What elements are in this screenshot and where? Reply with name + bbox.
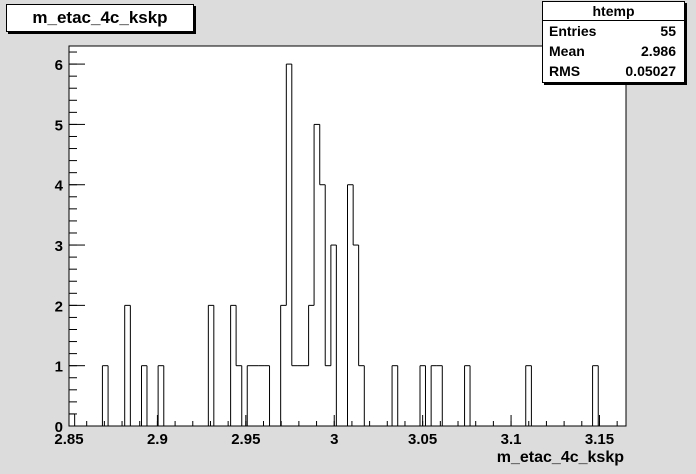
stats-key: Entries [549,23,597,39]
histogram-bars [68,63,604,427]
y-tick-label: 2 [55,298,63,315]
y-tick-label: 4 [55,178,64,195]
stats-value: 2.986 [640,43,676,59]
histogram-title-box: m_etac_4c_kskp [6,4,194,32]
stats-row-rms: RMS 0.05027 [543,61,684,81]
y-tick-label: 6 [55,57,63,74]
stats-box: htemp Entries 55 Mean 2.986 RMS 0.05027 [542,1,685,83]
y-tick-label: 1 [55,359,63,376]
y-tick-label: 5 [55,117,63,134]
stats-row-entries: Entries 55 [543,21,684,41]
y-tick-label: 0 [55,419,63,436]
stats-row-mean: Mean 2.986 [543,41,684,61]
x-tick-label: 2.95 [231,431,260,448]
x-tick-label: 2.85 [54,431,83,448]
stats-value: 0.05027 [625,63,676,79]
axes: 2.85 2.9 2.95 3 3.05 3.1 3.15 0 1 2 3 4 5 6 [54,51,618,448]
stats-value: 55 [660,23,676,39]
x-tick-label: 3.05 [408,431,437,448]
x-tick-label: 3 [330,431,338,448]
histogram-title: m_etac_4c_kskp [32,8,168,27]
stats-key: RMS [549,63,581,79]
x-tick-label: 3.15 [585,431,614,448]
y-tick-label: 3 [55,238,63,255]
stats-key: Mean [549,43,585,59]
x-axis-title: m_etac_4c_kskp [497,449,624,466]
x-tick-label: 3.1 [501,431,522,448]
stats-header: htemp [543,2,684,21]
x-tick-label: 2.9 [147,431,168,448]
